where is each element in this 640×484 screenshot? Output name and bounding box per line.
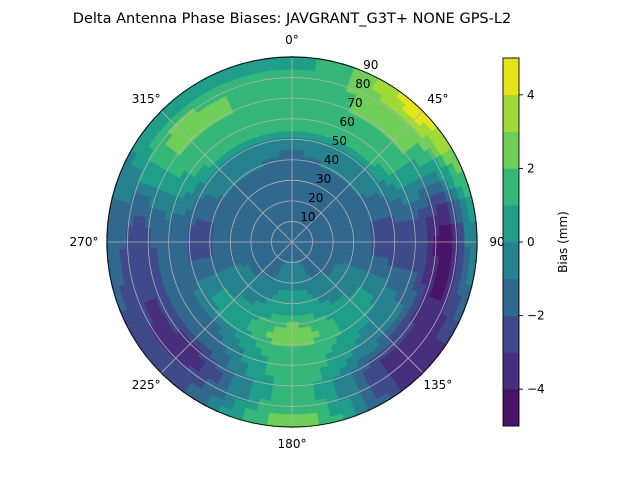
contour-cell [286, 167, 293, 175]
angular-gridline [291, 241, 424, 374]
colorbar-tick-label: 0 [527, 235, 535, 249]
colorbar-band [503, 389, 519, 427]
radial-tick-label: 10 [300, 210, 315, 224]
colorbar-tick-label: 2 [527, 161, 535, 175]
angular-gridline [160, 110, 293, 243]
contour-cell [285, 154, 293, 163]
angular-gridline [160, 241, 293, 374]
contour-field [106, 56, 478, 428]
radial-tick-label: 50 [332, 134, 347, 148]
contour-cell [285, 161, 293, 169]
colorbar-band [503, 131, 519, 169]
radial-tick-label: 60 [340, 115, 355, 129]
colorbar-band [503, 242, 519, 280]
angular-tick-label: 315° [132, 92, 161, 106]
colorbar-band [503, 315, 519, 353]
colorbar-band [503, 278, 519, 316]
colorbar-band [503, 58, 519, 96]
angular-tick-label: 270° [70, 235, 99, 249]
angular-gridline [291, 110, 424, 243]
contour-cell [277, 56, 294, 64]
angular-tick-labels: 0°45°90°135°180°225°270°315° [70, 33, 511, 451]
angular-tick-label: 225° [132, 378, 161, 392]
contour-cell [286, 173, 293, 181]
polar-grid [106, 56, 478, 428]
radial-tick-label: 20 [308, 191, 323, 205]
radial-tick-label: 40 [324, 153, 339, 167]
colorbar-band [503, 94, 519, 132]
angular-tick-label: 45° [427, 92, 448, 106]
colorbar-tick-label: 4 [527, 88, 535, 102]
angular-tick-label: 135° [423, 378, 452, 392]
angular-tick-label: 0° [285, 33, 299, 47]
contour-cell [284, 142, 293, 150]
colorbar: −4 −2 0 2 4 [502, 57, 545, 427]
colorbar-tick-label: −4 [527, 382, 545, 396]
radial-tick-labels: 10 20 30 40 50 60 70 80 90 [300, 58, 378, 224]
radial-tick-label: 80 [355, 77, 370, 91]
chart-title: Delta Antenna Phase Biases: JAVGRANT_G3T… [73, 11, 511, 27]
angular-tick-label: 180° [278, 437, 307, 451]
contour-cell [284, 148, 293, 157]
radial-tick-label: 30 [316, 172, 331, 186]
colorbar-label: Bias (mm) [556, 211, 570, 273]
colorbar-band [503, 168, 519, 206]
colorbar-band [503, 352, 519, 390]
radial-tick-label: 90 [363, 58, 378, 72]
colorbar-band [503, 205, 519, 243]
radial-tick-label: 70 [347, 96, 362, 110]
polar-frame [106, 56, 478, 428]
colorbar-tick-label: −2 [527, 309, 545, 323]
